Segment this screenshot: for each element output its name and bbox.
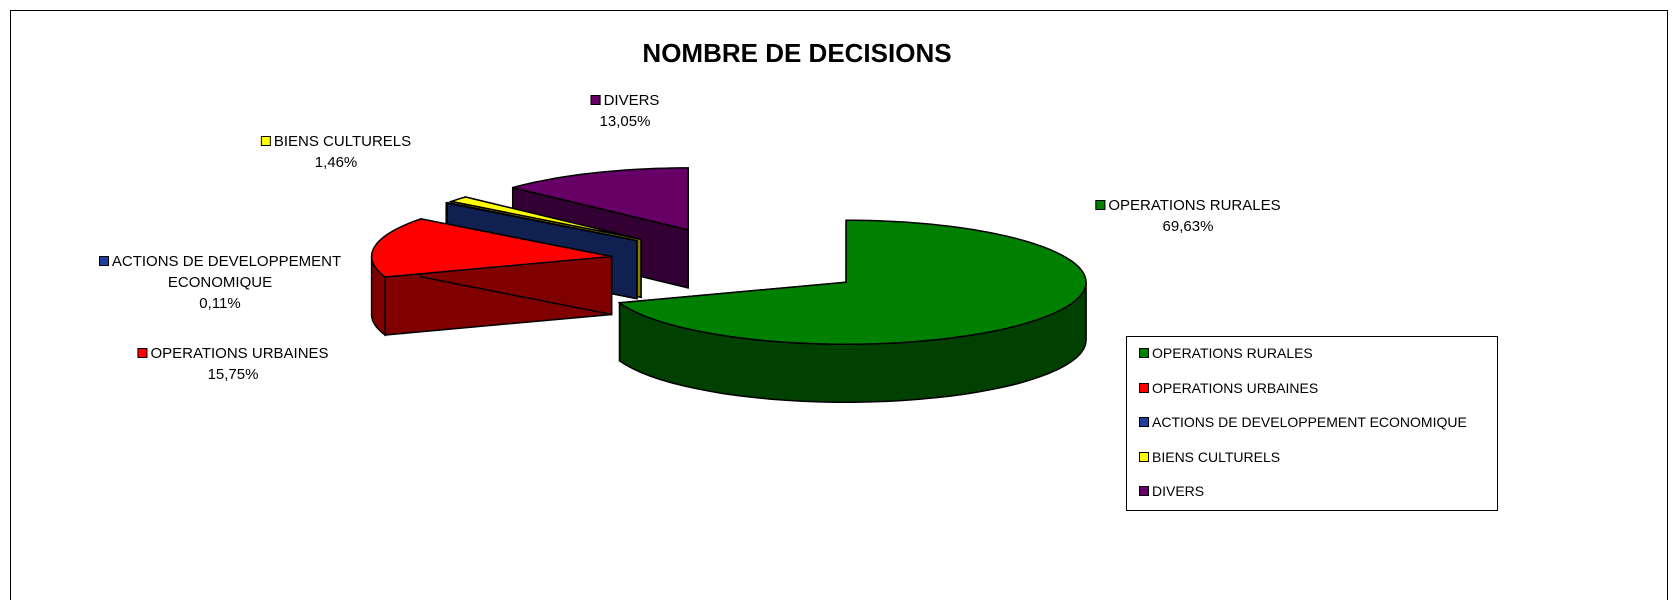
slice (617, 219, 1087, 403)
label-key (137, 348, 148, 358)
chart-frame (10, 10, 1668, 600)
legend-item: ACTIONS DE DEVELOPPEMENT ECONOMIQUE (1139, 414, 1467, 430)
label-value: 1,46% (314, 154, 358, 171)
legend-key (1139, 382, 1149, 393)
legend-label: OPERATIONS URBAINES (1152, 379, 1319, 396)
legend-key (1139, 348, 1149, 358)
label-value: 69,63% (1162, 218, 1214, 235)
label-value: 13,05% (599, 113, 651, 130)
legend-label: OPERATIONS RURALES (1152, 345, 1313, 361)
label-key (260, 136, 271, 146)
legend-key (1139, 451, 1149, 462)
label-category: OPERATIONS RURALES (1108, 197, 1281, 214)
label-category: DIVERS (603, 92, 660, 109)
label-value: 0,11% (199, 295, 241, 312)
label-category: ACTIONS DE DEVELOPPEMENT ECONOMIQUE (111, 253, 342, 291)
legend-item: OPERATIONS RURALES (1139, 345, 1313, 361)
legend-key (1139, 486, 1149, 496)
legend-label: BIENS CULTURELS (1152, 448, 1281, 465)
slice (370, 217, 613, 337)
slice (512, 167, 689, 231)
legend-item: OPERATIONS URBAINES (1139, 380, 1318, 396)
chart-title: NOMBRE DE DECISIONS (642, 38, 952, 68)
data-label: BIENS CULTURELS 1,46% (260, 131, 412, 173)
label-key (98, 256, 109, 266)
label-key (590, 95, 601, 105)
legend-label: DIVERS (1152, 483, 1205, 499)
slice (370, 218, 612, 278)
label-key (1095, 200, 1106, 210)
legend-key (1139, 417, 1149, 427)
data-label: ACTIONS DE DEVELOPPEMENT ECONOMIQUE 0,11% (85, 251, 355, 314)
legend: OPERATIONS RURALES OPERATIONS URBAINES ACT… (1126, 336, 1498, 511)
label-category: BIENS CULTURELS (273, 133, 412, 150)
label-category: OPERATIONS URBAINES (150, 345, 329, 362)
label-value: 15,75% (207, 366, 259, 383)
legend-item: BIENS CULTURELS (1139, 449, 1280, 465)
slice (446, 201, 638, 242)
data-label: DIVERS 13,05% (590, 90, 660, 132)
data-label: OPERATIONS URBAINES 15,75% (137, 343, 329, 385)
slice (448, 196, 642, 241)
data-label: OPERATIONS RURALES 69,63% (1095, 195, 1281, 237)
legend-label: ACTIONS DE DEVELOPPEMENT ECONOMIQUE (1152, 414, 1467, 430)
legend-item: DIVERS (1139, 483, 1204, 499)
slice (617, 219, 1087, 345)
